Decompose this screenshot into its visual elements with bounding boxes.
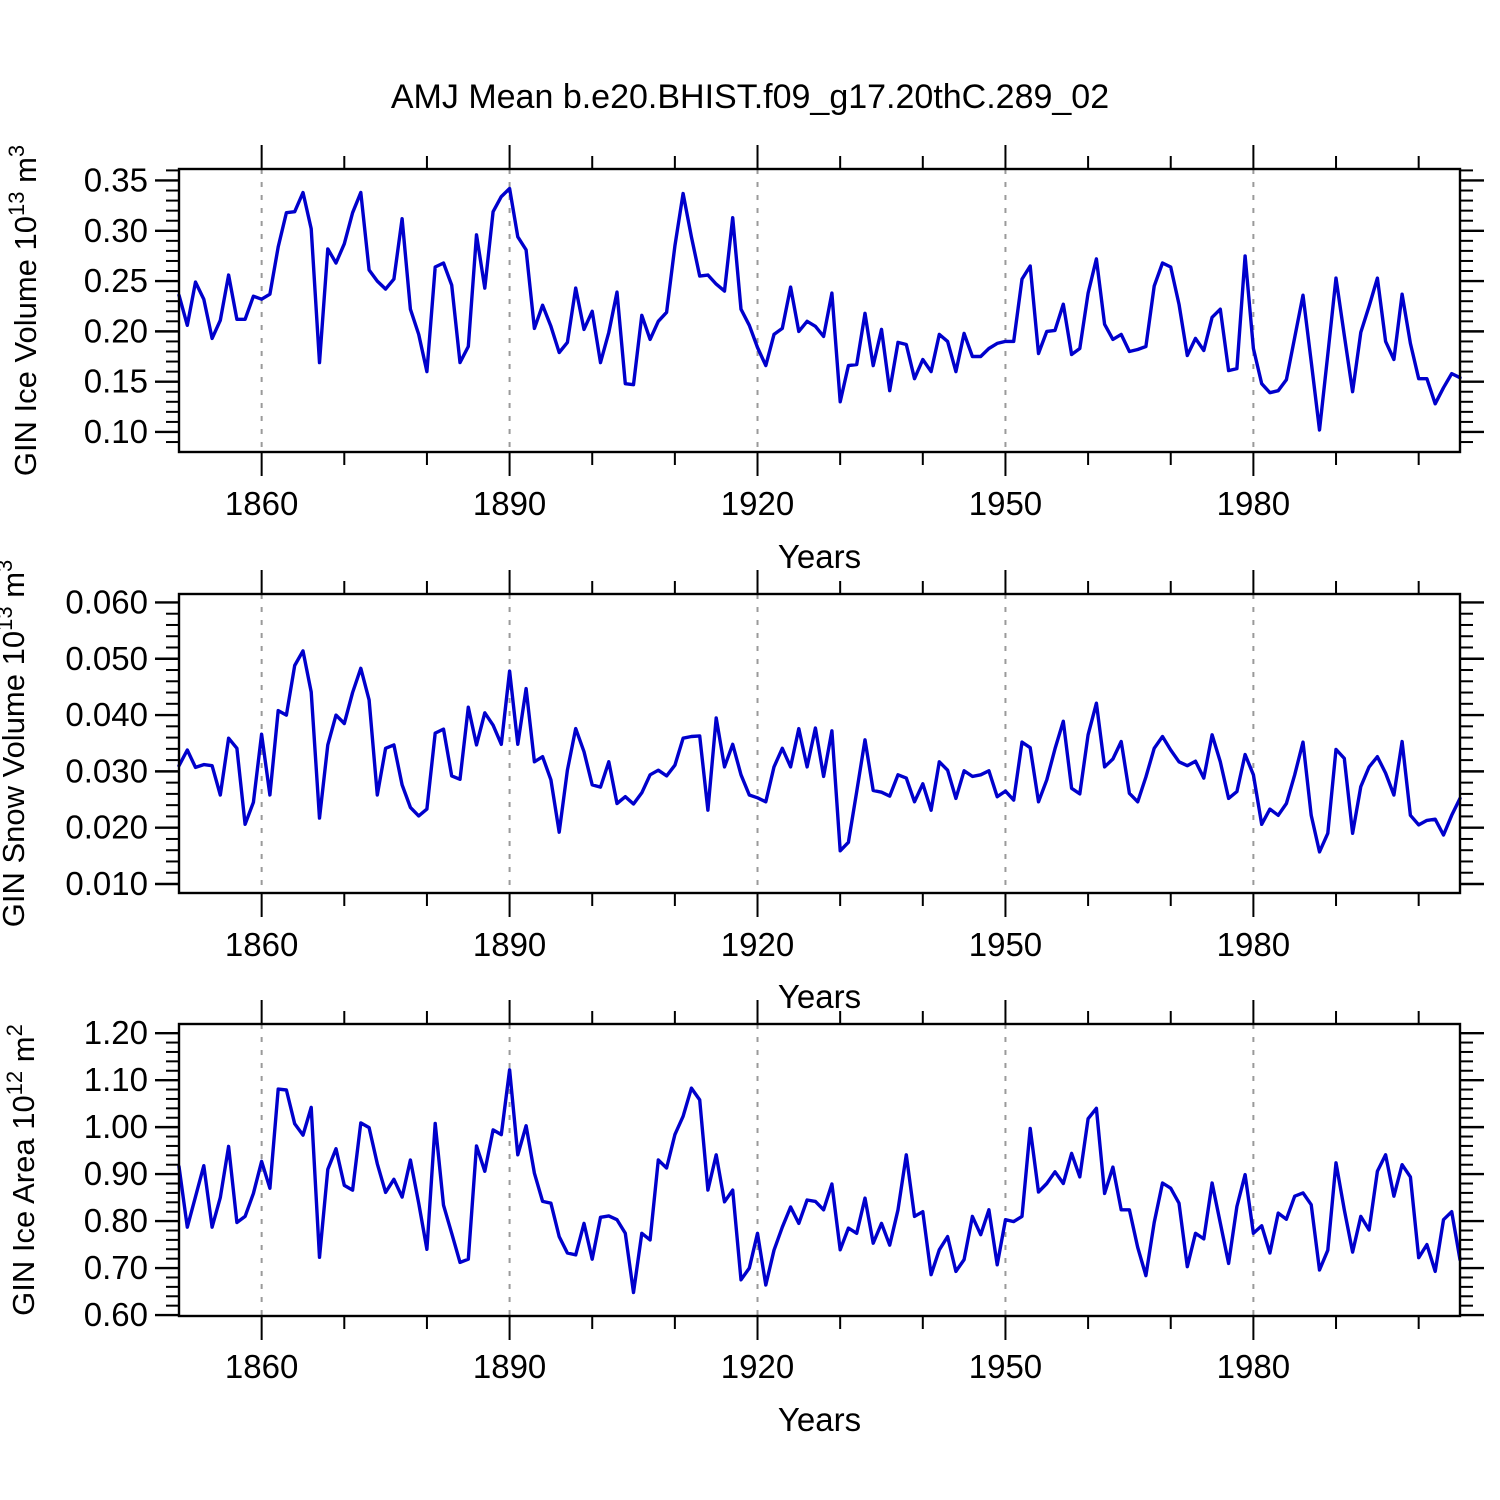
- y-tick-label: 0.60: [84, 1296, 148, 1333]
- y-tick-label: 0.90: [84, 1155, 148, 1192]
- series-line-gin-ice-area: [177, 1068, 1462, 1295]
- y-tick-label: 0.80: [84, 1202, 148, 1239]
- y-tick-label: 0.70: [84, 1249, 148, 1286]
- x-axis-title: Years: [778, 1401, 861, 1438]
- x-tick-label: 1890: [473, 485, 546, 522]
- panel-0: 1860 1890 1920 1950 1980 Years 0.10 0.15 0.20 0.2…: [4, 145, 1484, 575]
- plot-border: [177, 167, 1462, 454]
- x-tick-label: 1860: [225, 1348, 298, 1385]
- x-tick-label: 1920: [721, 926, 794, 963]
- y-tick-label: 0.060: [65, 583, 148, 620]
- x-tick-label: 1920: [721, 1348, 794, 1385]
- y-tick-label: 0.030: [65, 752, 148, 789]
- panel-1: 1860 1890 1920 1950 1980 Years 0.010 0.020 0.030…: [0, 560, 1484, 1015]
- x-tick-label: 1980: [1217, 1348, 1290, 1385]
- y-tick-label: 0.10: [84, 413, 148, 450]
- x-axis-title: Years: [778, 978, 861, 1015]
- x-tick-label: 1860: [225, 926, 298, 963]
- y-tick-label: 0.050: [65, 640, 148, 677]
- y-tick-label: 1.00: [84, 1108, 148, 1145]
- plot-border: [177, 1022, 1462, 1318]
- x-tick-label: 1890: [473, 1348, 546, 1385]
- x-tick-label: 1980: [1217, 926, 1290, 963]
- plot-border: [177, 592, 1462, 895]
- series-line-gin-snow-volume: [177, 649, 1462, 854]
- x-axis-title: Years: [778, 538, 861, 575]
- y-tick-label: 0.25: [84, 262, 148, 299]
- panel-2: 1860 1890 1920 1950 1980 Years 0.60 0.70 0.80 0.9…: [2, 1000, 1484, 1438]
- series-line-gin-ice-volume: [177, 186, 1462, 432]
- x-tick-label: 1950: [969, 485, 1042, 522]
- y-tick-label: 0.35: [84, 161, 148, 198]
- y-tick-label: 0.010: [65, 865, 148, 902]
- y-axis-title: GIN Ice Volume 1013 m3: [4, 145, 43, 476]
- y-tick-label: 1.10: [84, 1061, 148, 1098]
- y-tick-label: 1.20: [84, 1014, 148, 1051]
- x-tick-label: 1950: [969, 1348, 1042, 1385]
- x-tick-label: 1920: [721, 485, 794, 522]
- x-tick-label: 1980: [1217, 485, 1290, 522]
- x-tick-label: 1860: [225, 485, 298, 522]
- y-tick-label: 0.040: [65, 696, 148, 733]
- y-tick-label: 0.020: [65, 809, 148, 846]
- y-tick-label: 0.30: [84, 212, 148, 249]
- y-tick-label: 0.15: [84, 363, 148, 400]
- x-tick-label: 1950: [969, 926, 1042, 963]
- figure-title: AMJ Mean b.e20.BHIST.f09_g17.20thC.289_0…: [390, 78, 1110, 116]
- y-axis-title: GIN Snow Volume 1013 m3: [0, 560, 31, 928]
- x-tick-label: 1890: [473, 926, 546, 963]
- y-axis-title: GIN Ice Area 1012 m2: [2, 1024, 41, 1316]
- y-tick-label: 0.20: [84, 312, 148, 349]
